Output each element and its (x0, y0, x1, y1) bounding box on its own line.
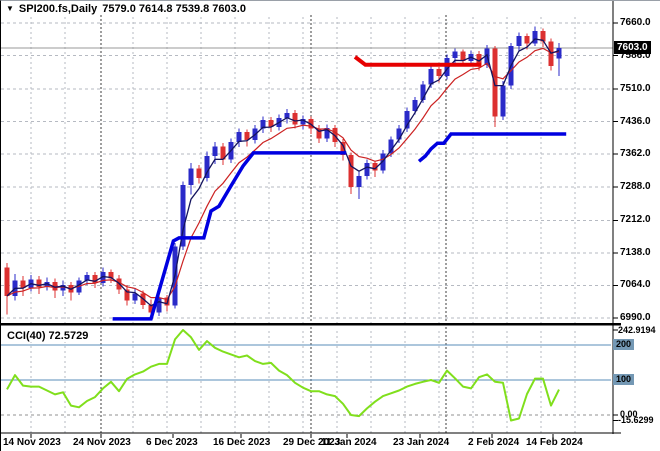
date-label: 11 Jan 2024 (321, 437, 377, 448)
price-tick-label: 7660.0 (620, 17, 651, 28)
indicator-label: CCI(40) 72.5729 (5, 330, 91, 342)
date-label: 14 Nov 2023 (3, 437, 61, 448)
price-tick-label: 7064.0 (620, 279, 651, 291)
ohlc-values: 7579.0 7614.8 7539.8 7603.0 (102, 3, 246, 15)
date-label: 6 Dec 2023 (146, 437, 198, 448)
date-label: 2 Feb 2024 (468, 437, 520, 448)
price-tick-label: 7138.0 (620, 246, 651, 258)
price-tick-label: 7362.0 (620, 148, 651, 160)
price-tick-label: 7212.0 (620, 214, 651, 226)
cci-max-label: 242.9194 (618, 324, 656, 335)
date-label: 24 Nov 2023 (73, 437, 131, 448)
cci-min-label: -15.6299 (618, 415, 654, 426)
cci-zero-label: 0.00 (620, 409, 638, 419)
symbol-period-label: SPI200.fs,Daily (18, 3, 98, 15)
price-tick-label: 7288.0 (620, 180, 651, 192)
date-label: 14 Feb 2024 (526, 437, 583, 448)
cci-level-200-label: 200 (613, 339, 635, 350)
current-price-tag: 7603.0 (614, 41, 651, 55)
chart-dropdown-icon[interactable]: ▼ (6, 4, 14, 13)
cci-level-100-label: 100 (613, 374, 635, 385)
date-label: 23 Jan 2024 (393, 437, 450, 448)
date-label: 29 Dec 2023 (283, 437, 341, 448)
price-tick-label: 7436.0 (620, 115, 651, 127)
date-label: 16 Dec 2023 (213, 437, 271, 448)
price-tick-label: 6990.0 (620, 312, 651, 323)
chart-title: ▼ SPI200.fs,Daily 7579.0 7614.8 7539.8 7… (6, 3, 246, 15)
price-tick-label: 7586.0 (620, 49, 651, 61)
price-tick-label: 7510.0 (620, 83, 651, 95)
